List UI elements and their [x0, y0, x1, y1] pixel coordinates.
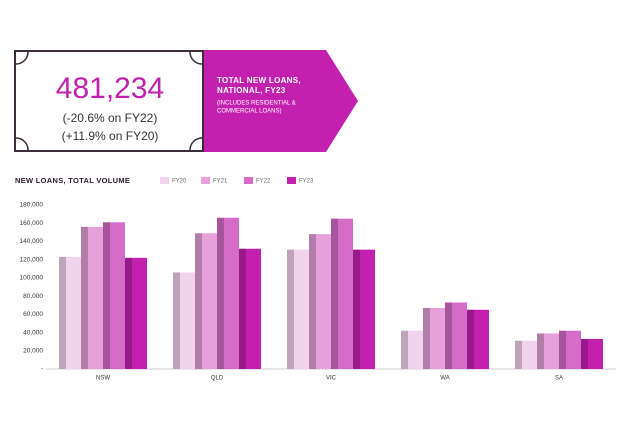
legend-label: FY23 [299, 179, 314, 185]
bar [287, 249, 309, 369]
bar-shade [467, 309, 474, 369]
bar [445, 302, 467, 369]
y-tick-label: 80,000 [23, 293, 43, 300]
headline-box [14, 50, 204, 152]
y-tick-label: 100,000 [20, 275, 44, 282]
bar-shade [559, 330, 566, 369]
bar-shade [239, 248, 246, 369]
bar [217, 217, 239, 369]
headline-value: 481,234 [56, 72, 164, 105]
y-tick-label: 180,000 [20, 202, 44, 209]
bar [401, 330, 423, 369]
legend-swatch [160, 177, 169, 184]
x-tick-label: WA [440, 376, 449, 382]
bar-shade [217, 217, 224, 369]
bar-shade [309, 234, 316, 369]
y-tick-label: - [41, 366, 43, 373]
bar [309, 234, 331, 369]
bar-shade [195, 233, 202, 369]
bar-shade [353, 249, 360, 369]
bar [581, 338, 603, 369]
change-line: (+11.9% on FY20) [62, 129, 159, 143]
bar-shade [287, 249, 294, 369]
bar [537, 333, 559, 369]
bar [103, 222, 125, 369]
y-tick-label: 60,000 [23, 311, 43, 318]
bar-shade [331, 218, 338, 369]
bar [81, 226, 103, 369]
y-tick-label: 140,000 [20, 238, 44, 245]
bar [559, 330, 581, 369]
bar-shade [103, 222, 110, 369]
change-line: (-20.6% on FY22) [63, 111, 158, 125]
header-arrow [203, 50, 358, 152]
bar [423, 307, 445, 369]
x-tick-label: NSW [96, 376, 110, 382]
y-tick-label: 40,000 [23, 329, 43, 336]
x-tick-label: SA [555, 376, 563, 382]
bar-shade [537, 333, 544, 369]
bar [353, 249, 375, 369]
bar-shade [445, 302, 452, 369]
legend-swatch [201, 177, 210, 184]
legend-swatch [244, 177, 253, 184]
bar-shade [59, 256, 66, 369]
bar-shade [581, 338, 588, 369]
bar [59, 256, 81, 369]
header-note: (INCLUDES RESIDENTIAL & [217, 101, 296, 107]
x-tick-label: VIC [326, 376, 337, 382]
bar [239, 248, 261, 369]
legend-label: FY22 [256, 179, 271, 185]
y-tick-label: 120,000 [20, 256, 44, 263]
header-label: TOTAL NEW LOANS, [217, 76, 301, 85]
bar-shade [81, 226, 88, 369]
bar-shade [401, 330, 408, 369]
box-corners [15, 51, 203, 151]
header-note: COMMERCIAL LOANS) [217, 109, 281, 115]
bar [125, 257, 147, 369]
bar-shade [423, 307, 430, 369]
header-label: NATIONAL, FY23 [217, 86, 286, 95]
bar [515, 340, 537, 369]
y-tick-label: 20,000 [23, 347, 43, 354]
bar [331, 218, 353, 369]
bar-shade [125, 257, 132, 369]
legend-swatch [287, 177, 296, 184]
bar-shade [515, 340, 522, 369]
y-tick-label: 160,000 [20, 220, 44, 227]
bar [173, 272, 195, 369]
chart-title: NEW LOANS, TOTAL VOLUME [15, 176, 130, 185]
bar-shade [173, 272, 180, 369]
x-tick-label: QLD [211, 376, 224, 382]
legend-label: FY21 [213, 179, 228, 185]
legend-label: FY20 [172, 179, 187, 185]
bar [467, 309, 489, 369]
bar [195, 233, 217, 369]
